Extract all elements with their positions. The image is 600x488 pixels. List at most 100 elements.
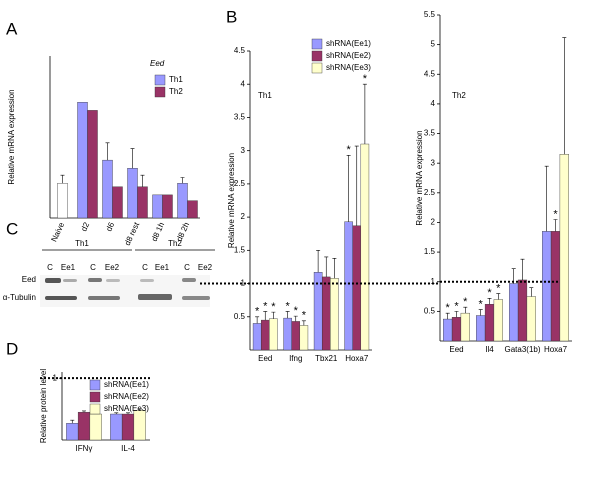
chart-title: Eed	[150, 59, 165, 68]
x-tick-label: Tbx21	[315, 354, 338, 363]
significance-marker: *	[271, 301, 276, 313]
error-bar	[263, 311, 268, 321]
bar	[526, 296, 536, 342]
significance-marker: *	[487, 287, 492, 299]
bar	[77, 102, 88, 219]
legend-label: Th2	[169, 87, 183, 96]
y-tick-label: 1	[53, 373, 58, 382]
error-bar	[562, 37, 567, 155]
significance-marker: *	[346, 144, 351, 156]
y-tick-label: 4	[241, 79, 246, 88]
bar	[162, 194, 173, 219]
legend-swatch	[311, 50, 323, 62]
legend-swatch	[154, 74, 166, 86]
y-tick-label: 2.5	[234, 179, 246, 188]
band	[106, 279, 120, 282]
bar	[260, 319, 270, 351]
bar	[344, 221, 353, 351]
bar	[57, 183, 68, 219]
blot-row: Eed	[22, 275, 36, 284]
y-tick-label: 1	[431, 277, 436, 286]
bar	[299, 325, 309, 351]
band	[138, 294, 172, 300]
y-tick-label: 2	[431, 218, 436, 227]
bar	[152, 194, 163, 219]
error-bar	[70, 419, 75, 424]
band	[45, 278, 61, 283]
y-tick-label: 3.5	[234, 113, 246, 122]
error-bar	[520, 258, 525, 280]
y-tick-label: 4.5	[424, 69, 436, 78]
significance-marker: *	[263, 300, 268, 312]
bar	[110, 413, 123, 441]
blot	[40, 249, 215, 307]
significance-marker: *	[479, 298, 484, 310]
y-tick-label: 4.5	[234, 46, 246, 55]
bar	[517, 279, 528, 342]
x-tick-label: d2	[79, 220, 91, 232]
x-tick-label: Eed	[449, 345, 463, 354]
blot-lane: Ee2	[198, 263, 213, 272]
y-axis-label: Relative mRNA expression	[7, 89, 16, 184]
error-bar	[354, 145, 359, 226]
x-tick-label: Il4	[485, 345, 494, 354]
significance-marker: *	[255, 306, 260, 318]
x-tick-label: Gata3(1b)	[504, 345, 540, 354]
bar	[137, 186, 148, 219]
legend-label: shRNA(Ee2)	[104, 392, 149, 401]
y-tick-label: 1.5	[424, 247, 436, 256]
band	[45, 296, 77, 300]
x-tick-label: Hoxa7	[345, 354, 369, 363]
x-tick-label: Ifng	[289, 354, 302, 363]
blot-lane: C	[142, 263, 148, 272]
bar	[89, 413, 102, 441]
y-tick-label: 4	[431, 99, 436, 108]
band	[63, 279, 77, 282]
bar	[493, 299, 503, 342]
error-bar	[105, 142, 110, 161]
panel-letter: B	[226, 7, 237, 26]
legend-label: shRNA(Ee3)	[104, 404, 149, 413]
error-bar	[324, 256, 329, 277]
error-bar	[140, 174, 145, 187]
band	[182, 296, 210, 300]
blot-lane: C	[47, 263, 53, 272]
error-bar	[126, 412, 130, 415]
y-tick-label: 5	[431, 40, 436, 49]
y-tick-label: 3	[241, 146, 246, 155]
legend-label: shRNA(Ee3)	[326, 63, 371, 72]
y-tick-label: 1	[241, 279, 246, 288]
bar	[77, 411, 91, 441]
error-bar	[137, 408, 142, 411]
error-bar	[60, 174, 65, 184]
significance-marker: *	[285, 300, 290, 312]
bar	[269, 318, 278, 351]
blot-lane: C	[184, 263, 190, 272]
error-bar	[362, 83, 367, 145]
error-bar	[478, 309, 483, 316]
blot-row: α-Tubulin	[3, 293, 36, 302]
bar	[484, 304, 495, 342]
significance-marker: *	[446, 302, 451, 314]
legend-swatch	[89, 379, 101, 391]
error-bar	[130, 148, 135, 169]
band	[140, 279, 154, 282]
bar	[127, 168, 138, 219]
legend-label: Th1	[169, 75, 183, 84]
x-tick-label: IFNγ	[76, 444, 93, 453]
bar	[112, 186, 123, 219]
error-bar	[316, 250, 321, 273]
y-tick-label: 3	[431, 158, 436, 167]
bar	[352, 225, 362, 351]
legend-swatch	[89, 403, 101, 415]
significance-marker: *	[294, 305, 299, 317]
panel-letter: A	[6, 19, 18, 38]
bar	[476, 315, 486, 342]
panel-letter: D	[6, 339, 18, 358]
x-tick-label: Eed	[258, 354, 272, 363]
error-bar	[463, 306, 468, 314]
bar	[187, 200, 198, 219]
y-axis-label: Relative mRNA expression	[227, 153, 236, 248]
